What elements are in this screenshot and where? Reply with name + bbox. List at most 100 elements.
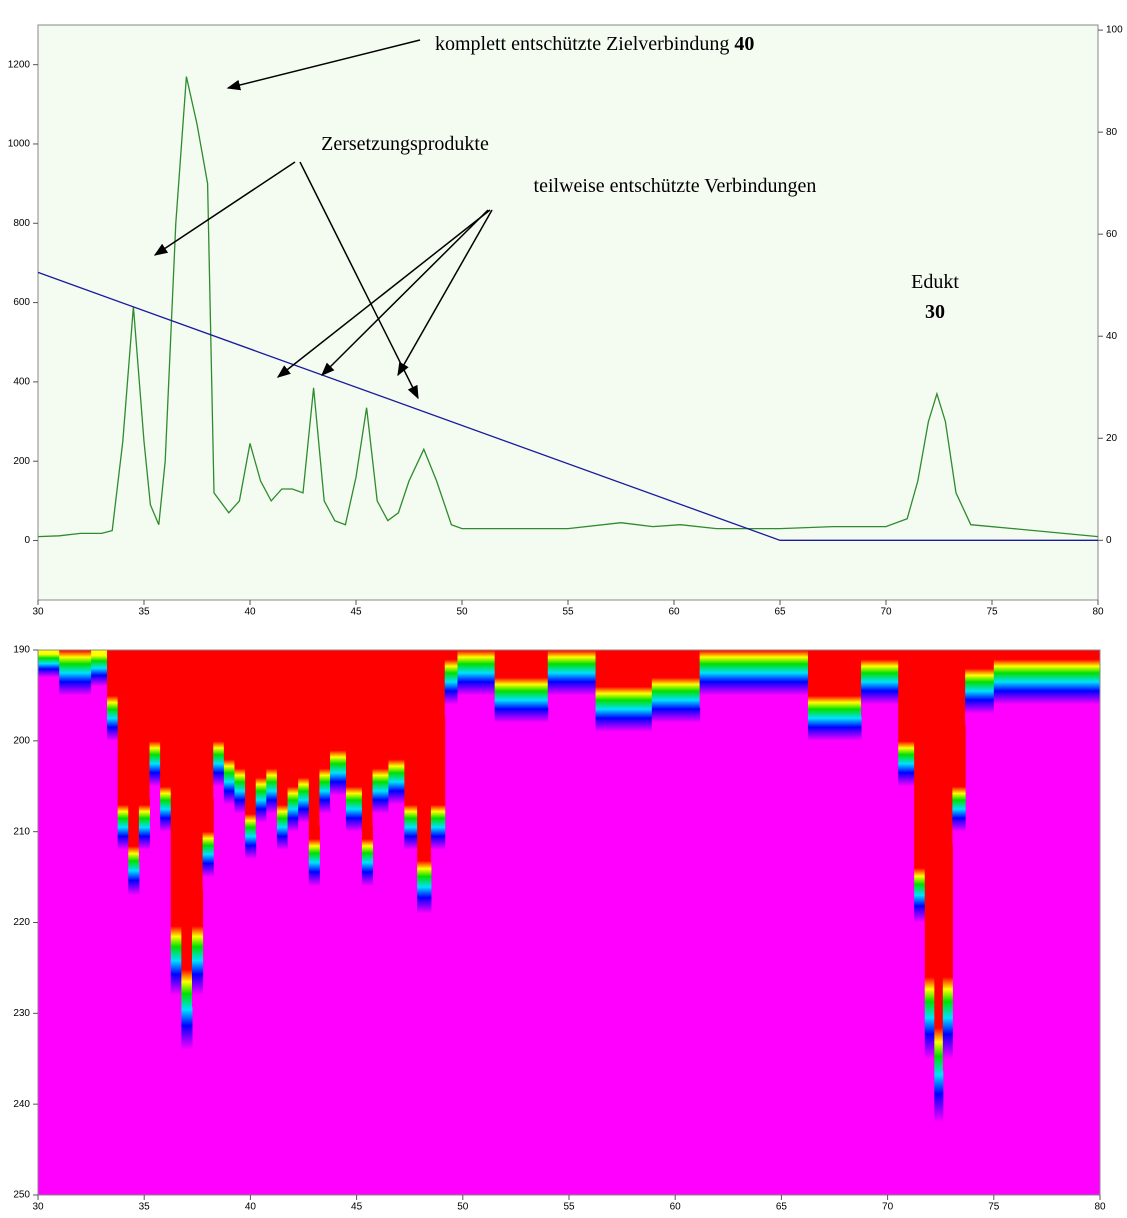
x-tick-label: 70 xyxy=(882,1202,894,1213)
y2-tick-label: 40 xyxy=(1106,331,1118,342)
y-tick-label: 240 xyxy=(13,1099,30,1110)
y-tick-label: 400 xyxy=(13,377,30,388)
heat-column xyxy=(308,650,320,899)
heat-column xyxy=(807,650,862,753)
heat-column xyxy=(898,650,915,799)
heat-column xyxy=(191,650,204,1008)
x-tick-label: 45 xyxy=(351,1202,363,1213)
x-tick-label: 75 xyxy=(988,1202,1000,1213)
annotation-text: komplett entschützte Zielverbindung xyxy=(435,33,729,55)
heat-column xyxy=(298,650,310,835)
heat-column xyxy=(276,650,289,862)
heat-column xyxy=(138,650,151,862)
heat-column xyxy=(266,650,278,826)
heat-column xyxy=(59,650,92,708)
x-tick-label: 40 xyxy=(245,1202,257,1213)
heat-column xyxy=(245,650,257,871)
arrow xyxy=(226,39,421,91)
y-tick-label: 190 xyxy=(13,645,30,656)
heat-column xyxy=(319,650,331,826)
heat-column xyxy=(934,650,944,1135)
y-tick-label: 800 xyxy=(13,218,30,229)
heat-column xyxy=(914,650,926,935)
series-line xyxy=(37,76,1099,538)
y2-tick-label: 100 xyxy=(1106,25,1123,36)
heat-column xyxy=(223,650,235,817)
heat-column xyxy=(287,650,299,844)
heat-column xyxy=(255,650,267,835)
arrow xyxy=(397,209,493,377)
x-tick-label: 65 xyxy=(776,1202,788,1213)
heat-column xyxy=(965,650,995,726)
heat-column xyxy=(361,650,374,899)
annotation-text: teilweise entschützte Verbindungen xyxy=(534,175,817,197)
heat-column xyxy=(38,650,60,690)
heat-column xyxy=(444,650,458,717)
arrow xyxy=(153,161,296,256)
x-tick-label: 80 xyxy=(1092,607,1104,618)
x-tick-label: 35 xyxy=(139,1202,151,1213)
heat-column xyxy=(128,650,140,908)
annotation: komplett entschützte Zielverbindung 40 xyxy=(435,33,754,55)
heat-column xyxy=(494,650,549,735)
heat-column xyxy=(117,650,129,862)
arrow xyxy=(299,161,419,400)
heat-column xyxy=(993,650,1059,717)
annotation: Zersetzungsprodukte xyxy=(321,133,489,155)
annotation: teilweise entschützte Verbindungen xyxy=(534,175,817,197)
x-tick-label: 70 xyxy=(880,607,892,618)
heat-column xyxy=(651,650,701,735)
y-tick-label: 230 xyxy=(13,1008,30,1019)
x-tick-label: 60 xyxy=(668,607,680,618)
annotation: 30 xyxy=(925,301,945,323)
x-tick-label: 75 xyxy=(986,607,998,618)
x-tick-label: 45 xyxy=(350,607,362,618)
heat-column xyxy=(1057,650,1101,717)
heat-column xyxy=(330,650,347,808)
heat-column xyxy=(861,650,899,717)
annotation-bold: 30 xyxy=(925,301,945,323)
heat-column xyxy=(170,650,182,1008)
x-tick-label: 40 xyxy=(244,607,256,618)
annotation: Edukt xyxy=(911,271,959,293)
annotation-text: Zersetzungsprodukte xyxy=(321,133,489,155)
x-tick-label: 50 xyxy=(456,607,468,618)
heat-column xyxy=(547,650,597,708)
heat-column xyxy=(952,650,966,844)
y-tick-label: 210 xyxy=(13,826,30,837)
heat-column xyxy=(372,650,389,826)
heat-column xyxy=(924,650,935,1071)
y-tick-label: 250 xyxy=(13,1190,30,1201)
heat-column xyxy=(699,650,751,708)
heat-column xyxy=(430,650,446,862)
y-tick-label: 200 xyxy=(13,456,30,467)
heat-column xyxy=(202,650,214,890)
heat-column xyxy=(107,650,119,753)
arrow xyxy=(321,209,489,376)
x-tick-label: 55 xyxy=(562,607,574,618)
heat-column xyxy=(457,650,496,708)
x-tick-label: 65 xyxy=(774,607,786,618)
y2-tick-label: 60 xyxy=(1106,229,1118,240)
heat-column xyxy=(181,650,193,1062)
heat-column xyxy=(942,650,953,1071)
heat-column xyxy=(417,650,432,926)
heat-column xyxy=(234,650,246,826)
y-tick-label: 220 xyxy=(13,917,30,928)
x-tick-label: 50 xyxy=(457,1202,469,1213)
heat-column xyxy=(345,650,363,844)
arrow xyxy=(276,209,491,378)
plot-area xyxy=(37,24,1099,601)
y2-tick-label: 20 xyxy=(1106,433,1118,444)
y-tick-label: 200 xyxy=(13,735,30,746)
annotation-bold: 40 xyxy=(734,33,754,55)
y2-tick-label: 0 xyxy=(1106,535,1112,546)
y-tick-label: 0 xyxy=(24,535,30,546)
y-tick-label: 600 xyxy=(13,297,30,308)
heat-column xyxy=(160,650,172,844)
heat-column xyxy=(595,650,653,744)
heat-column xyxy=(749,650,809,708)
y-tick-label: 1000 xyxy=(8,139,31,150)
